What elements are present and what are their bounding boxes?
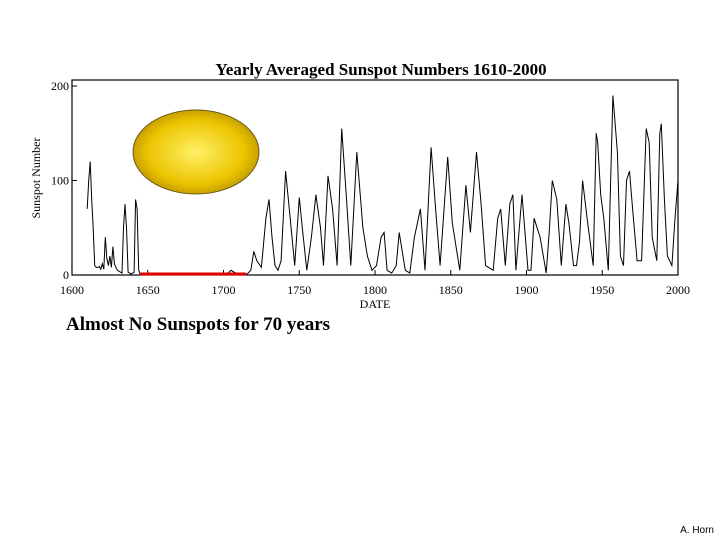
x-tick-label: 1800 [363,283,387,297]
y-tick-label: 200 [51,79,69,93]
x-tick-label: 1700 [212,283,236,297]
x-tick-label: 1850 [439,283,463,297]
x-tick-label: 1950 [590,283,614,297]
x-tick-label: 1900 [515,283,539,297]
y-axis: 0 100 200 [51,79,77,282]
x-tick-label: 2000 [666,283,690,297]
sunspot-series-line [86,95,679,276]
chart-title: Yearly Averaged Sunspot Numbers 1610-200… [215,60,546,79]
author-credit: A. Horn [680,525,714,536]
x-tick-label: 1750 [287,283,311,297]
x-tick-label: 1600 [60,283,84,297]
chart-caption: Almost No Sunspots for 70 years [66,314,331,335]
x-tick-label: 1650 [136,283,160,297]
y-tick-label: 100 [51,174,69,188]
sun-image [132,109,260,195]
x-axis-label: DATE [360,297,391,311]
y-tick-label: 0 [63,268,69,282]
y-axis-label: Sunspot Number [29,137,43,218]
x-axis: 1600 1650 1700 1750 1800 1850 1900 1950 2000 [60,270,690,297]
